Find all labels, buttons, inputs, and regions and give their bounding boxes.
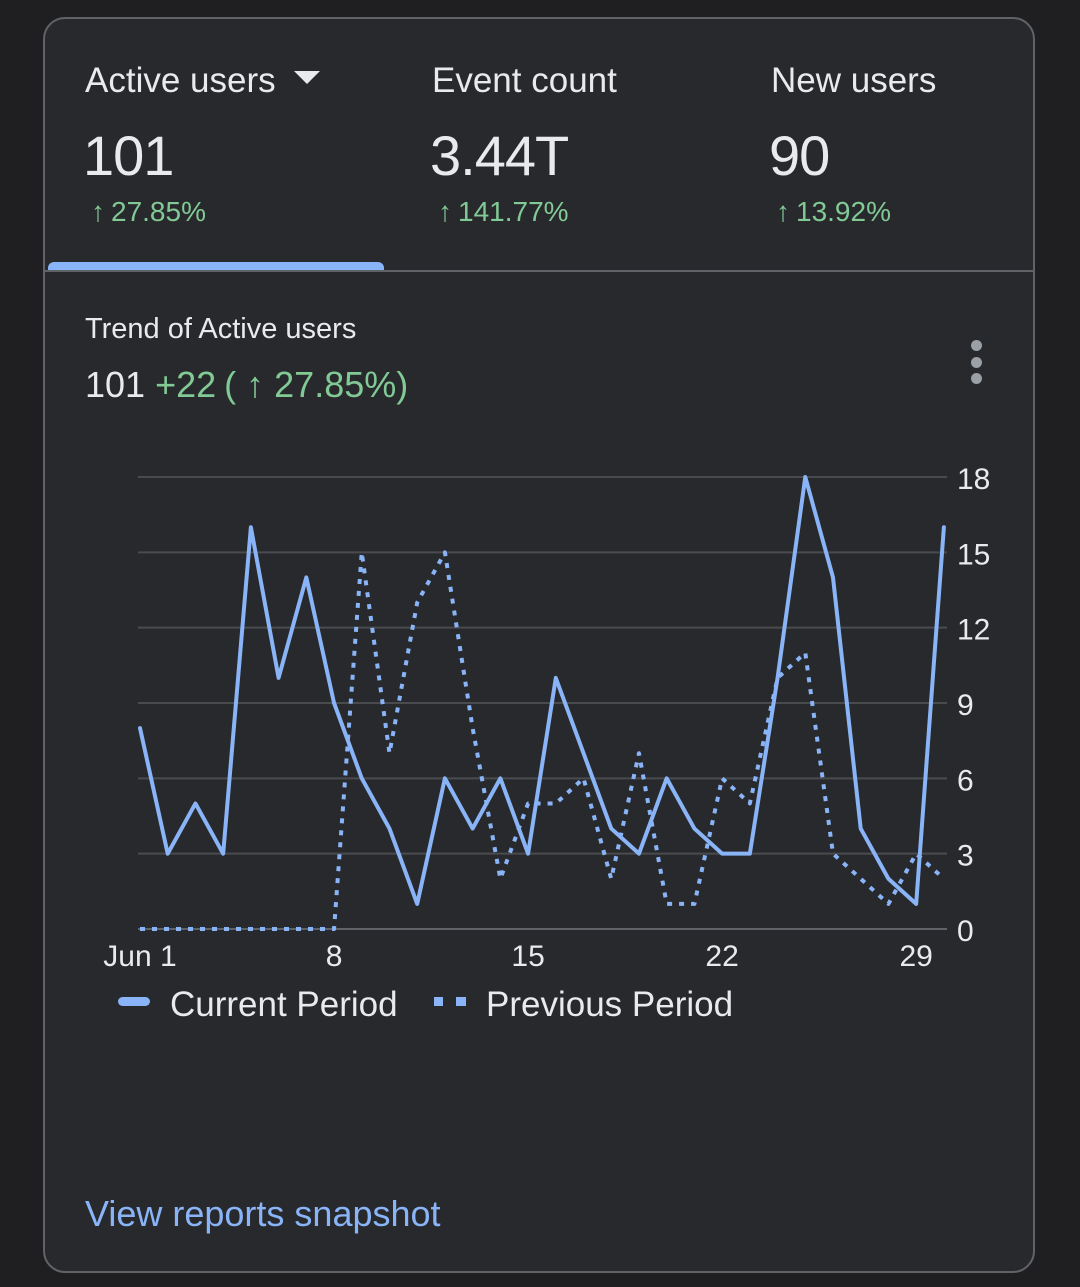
metric-change: ↑ 13.92% xyxy=(776,196,891,227)
metric-label: New users xyxy=(771,61,937,100)
metric-label: Event count xyxy=(432,61,617,100)
arrow-up-icon: ↑ xyxy=(776,196,790,227)
legend-previous-period[interactable]: Previous Period xyxy=(434,985,733,1025)
trend-delta: +22 xyxy=(155,364,217,405)
series-line-previous-period xyxy=(140,550,946,931)
metric-tab-active-users[interactable]: Active users 101 ↑ 27.85% xyxy=(45,19,385,271)
metric-tab-new-users[interactable]: New users 90 ↑ 13.92% xyxy=(725,19,1033,271)
selected-tab-indicator xyxy=(48,262,384,271)
y-tick-label: 18 xyxy=(957,463,990,496)
arrow-up-icon: ↑ xyxy=(91,196,105,227)
x-tick-label: 29 xyxy=(899,940,932,973)
metric-value: 101 xyxy=(83,124,174,187)
line-chart: 0 3 6 9 12 15 18 Jun 1 8 15 22 29 xyxy=(103,463,990,973)
caret-down-icon[interactable] xyxy=(293,71,320,84)
x-tick-label: 8 xyxy=(326,940,343,973)
active-users-card: Active users 101 ↑ 27.85% Event count 3.4… xyxy=(43,17,1035,1273)
trend-summary: 101 +22( ↑ 27.85%) xyxy=(85,364,408,406)
more-vert-icon[interactable] xyxy=(955,337,997,387)
trend-percent: ( ↑ 27.85%) xyxy=(224,364,409,405)
y-tick-label: 9 xyxy=(957,689,974,722)
metric-change: ↑ 27.85% xyxy=(91,196,206,227)
view-reports-snapshot-link[interactable]: View reports snapshot xyxy=(85,1193,441,1234)
x-tick-label: 15 xyxy=(511,940,544,973)
metric-label: Active users xyxy=(85,61,320,101)
divider xyxy=(45,270,1033,272)
dotted-line-swatch xyxy=(434,997,466,1006)
series-line-current-period xyxy=(138,475,946,906)
y-tick-label: 15 xyxy=(957,538,990,571)
y-tick-label: 3 xyxy=(957,840,974,873)
arrow-up-icon: ↑ xyxy=(438,196,452,227)
metric-value: 3.44T xyxy=(430,124,569,187)
y-tick-label: 12 xyxy=(957,614,990,647)
trend-value: 101 xyxy=(85,364,146,405)
metric-change: ↑ 141.77% xyxy=(438,196,569,227)
trend-title: Trend of Active users xyxy=(85,313,357,345)
y-tick-label: 6 xyxy=(957,764,974,797)
x-tick-label: Jun 1 xyxy=(103,940,176,973)
solid-line-swatch xyxy=(118,997,150,1006)
metric-value: 90 xyxy=(769,124,830,187)
legend-current-period[interactable]: Current Period xyxy=(118,985,398,1025)
x-tick-label: 22 xyxy=(705,940,738,973)
metric-tab-event-count[interactable]: Event count 3.44T ↑ 141.77% xyxy=(385,19,725,271)
metric-tabs: Active users 101 ↑ 27.85% Event count 3.4… xyxy=(45,19,1033,271)
y-tick-label: 0 xyxy=(957,915,974,948)
